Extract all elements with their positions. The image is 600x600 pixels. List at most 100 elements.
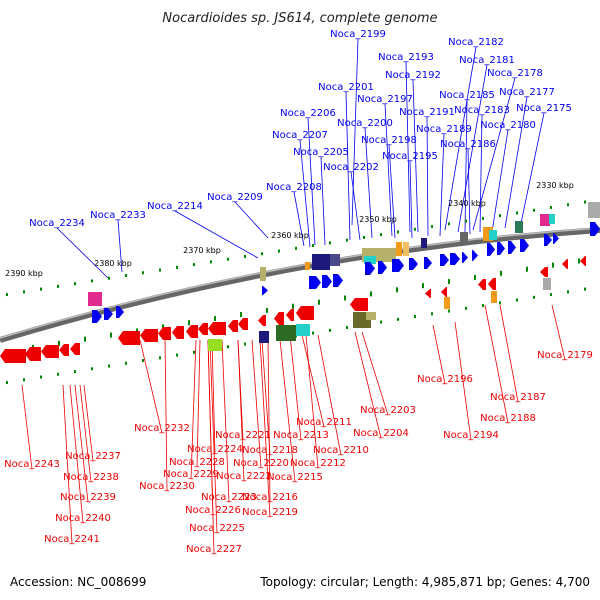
gene-arrow[interactable]: [478, 279, 486, 290]
forward-gene-label[interactable]: Noca_2197: [357, 94, 413, 105]
reverse-gene-label[interactable]: Noca_2204: [353, 428, 409, 439]
reverse-gene-label[interactable]: Noca_2237: [65, 451, 121, 462]
gene-arrow[interactable]: [118, 331, 140, 345]
gene-arrow[interactable]: [409, 258, 418, 270]
reverse-gene-label[interactable]: Noca_2239: [60, 492, 116, 503]
gene-arrow[interactable]: [508, 241, 516, 254]
forward-gene-label[interactable]: Noca_2199: [330, 29, 386, 40]
reverse-gene-label[interactable]: Noca_2219: [242, 507, 298, 518]
reverse-gene-label[interactable]: Noca_2213: [273, 430, 329, 441]
gene-arrow[interactable]: [158, 327, 171, 340]
reverse-gene-label[interactable]: Noca_2224: [187, 444, 243, 455]
gene-arrow[interactable]: [424, 257, 432, 269]
gene-arrow[interactable]: [238, 318, 248, 330]
forward-gene-label[interactable]: Noca_2182: [448, 37, 504, 48]
gene-arrow[interactable]: [309, 276, 321, 289]
gene-arrow[interactable]: [258, 315, 266, 326]
gene-arrow[interactable]: [92, 310, 102, 323]
gene-arrow[interactable]: [262, 286, 268, 295]
forward-gene-label[interactable]: Noca_2198: [361, 135, 417, 146]
reverse-gene-label[interactable]: Noca_2229: [163, 469, 219, 480]
reverse-gene-label[interactable]: Noca_2179: [537, 350, 593, 361]
reverse-gene-label[interactable]: Noca_2218: [242, 445, 298, 456]
gene-arrow[interactable]: [488, 278, 496, 290]
forward-gene-label[interactable]: Noca_2191: [399, 107, 455, 118]
forward-gene-label[interactable]: Noca_2206: [280, 108, 336, 119]
reverse-gene-label[interactable]: Noca_2203: [360, 405, 416, 416]
gene-arrow[interactable]: [116, 306, 124, 318]
forward-gene-label[interactable]: Noca_2207: [272, 130, 328, 141]
gene-arrow[interactable]: [472, 250, 478, 261]
forward-gene-label[interactable]: Noca_2209: [207, 192, 263, 203]
reverse-gene-label[interactable]: Noca_2221: [215, 430, 271, 441]
gene-arrow[interactable]: [553, 233, 559, 244]
reverse-gene-label[interactable]: Noca_2196: [417, 374, 473, 385]
reverse-gene-label[interactable]: Noca_2232: [134, 423, 190, 434]
gene-arrow[interactable]: [425, 289, 431, 298]
reverse-gene-label[interactable]: Noca_2210: [313, 445, 369, 456]
forward-gene-label[interactable]: Noca_2201: [318, 82, 374, 93]
forward-gene-label[interactable]: Noca_2195: [382, 151, 438, 162]
gene-arrow[interactable]: [392, 259, 404, 272]
gene-arrow[interactable]: [0, 349, 26, 363]
forward-gene-label[interactable]: Noca_2180: [480, 120, 536, 131]
forward-gene-label[interactable]: Noca_2202: [323, 162, 379, 173]
gene-arrow[interactable]: [544, 234, 552, 246]
gene-arrow[interactable]: [322, 275, 332, 288]
gene-arrow[interactable]: [41, 345, 59, 358]
gene-arrow[interactable]: [186, 325, 198, 338]
gene-arrow[interactable]: [25, 347, 41, 361]
reverse-gene-label[interactable]: Noca_2194: [443, 430, 499, 441]
reverse-gene-label[interactable]: Noca_2220: [233, 458, 289, 469]
reverse-gene-label[interactable]: Noca_2228: [169, 457, 225, 468]
reverse-gene-label[interactable]: Noca_2225: [189, 523, 245, 534]
reverse-gene-label[interactable]: Noca_2243: [4, 459, 60, 470]
forward-gene-label[interactable]: Noca_2233: [90, 210, 146, 221]
forward-gene-label[interactable]: Noca_2185: [439, 90, 495, 101]
gene-arrow[interactable]: [208, 322, 226, 335]
gene-arrow[interactable]: [540, 267, 548, 277]
gene-arrow[interactable]: [350, 298, 368, 311]
reverse-gene-label[interactable]: Noca_2222: [216, 471, 272, 482]
gene-arrow[interactable]: [286, 309, 294, 321]
reverse-gene-label[interactable]: Noca_2223: [201, 492, 257, 503]
forward-gene-label[interactable]: Noca_2181: [459, 55, 515, 66]
reverse-gene-label[interactable]: Noca_2240: [55, 513, 111, 524]
reverse-gene-label[interactable]: Noca_2238: [63, 472, 119, 483]
reverse-gene-label[interactable]: Noca_2216: [242, 492, 298, 503]
forward-gene-label[interactable]: Noca_2208: [266, 182, 322, 193]
gene-arrow[interactable]: [462, 252, 468, 263]
reverse-gene-label[interactable]: Noca_2227: [186, 544, 242, 555]
reverse-gene-label[interactable]: Noca_2241: [44, 534, 100, 545]
gene-arrow[interactable]: [333, 274, 343, 287]
forward-gene-label[interactable]: Noca_2186: [440, 139, 496, 150]
forward-gene-label[interactable]: Noca_2193: [378, 52, 434, 63]
gene-arrow[interactable]: [228, 320, 238, 332]
reverse-gene-label[interactable]: Noca_2215: [267, 472, 323, 483]
forward-gene-label[interactable]: Noca_2178: [487, 68, 543, 79]
gene-arrow[interactable]: [59, 344, 69, 356]
reverse-gene-label[interactable]: Noca_2226: [185, 505, 241, 516]
forward-gene-label[interactable]: Noca_2205: [293, 147, 349, 158]
forward-gene-label[interactable]: Noca_2189: [416, 124, 472, 135]
forward-gene-label[interactable]: Noca_2234: [29, 218, 85, 229]
forward-gene-label[interactable]: Noca_2200: [337, 118, 393, 129]
gene-arrow[interactable]: [104, 308, 113, 320]
gene-arrow[interactable]: [296, 306, 314, 320]
gene-arrow[interactable]: [140, 329, 158, 342]
gene-arrow[interactable]: [440, 254, 449, 266]
gene-arrow[interactable]: [450, 253, 460, 265]
reverse-gene-label[interactable]: Noca_2211: [296, 417, 352, 428]
forward-gene-label[interactable]: Noca_2177: [499, 87, 555, 98]
forward-gene-label[interactable]: Noca_2183: [454, 105, 510, 116]
gene-arrow[interactable]: [590, 222, 600, 236]
gene-arrow[interactable]: [520, 239, 529, 252]
gene-arrow[interactable]: [274, 312, 284, 325]
forward-gene-label[interactable]: Noca_2175: [516, 103, 572, 114]
forward-gene-label[interactable]: Noca_2192: [385, 70, 441, 81]
gene-arrow[interactable]: [198, 323, 208, 335]
reverse-gene-label[interactable]: Noca_2230: [139, 481, 195, 492]
gene-arrow[interactable]: [487, 243, 495, 256]
gene-arrow[interactable]: [497, 242, 505, 255]
gene-arrow[interactable]: [441, 287, 447, 297]
